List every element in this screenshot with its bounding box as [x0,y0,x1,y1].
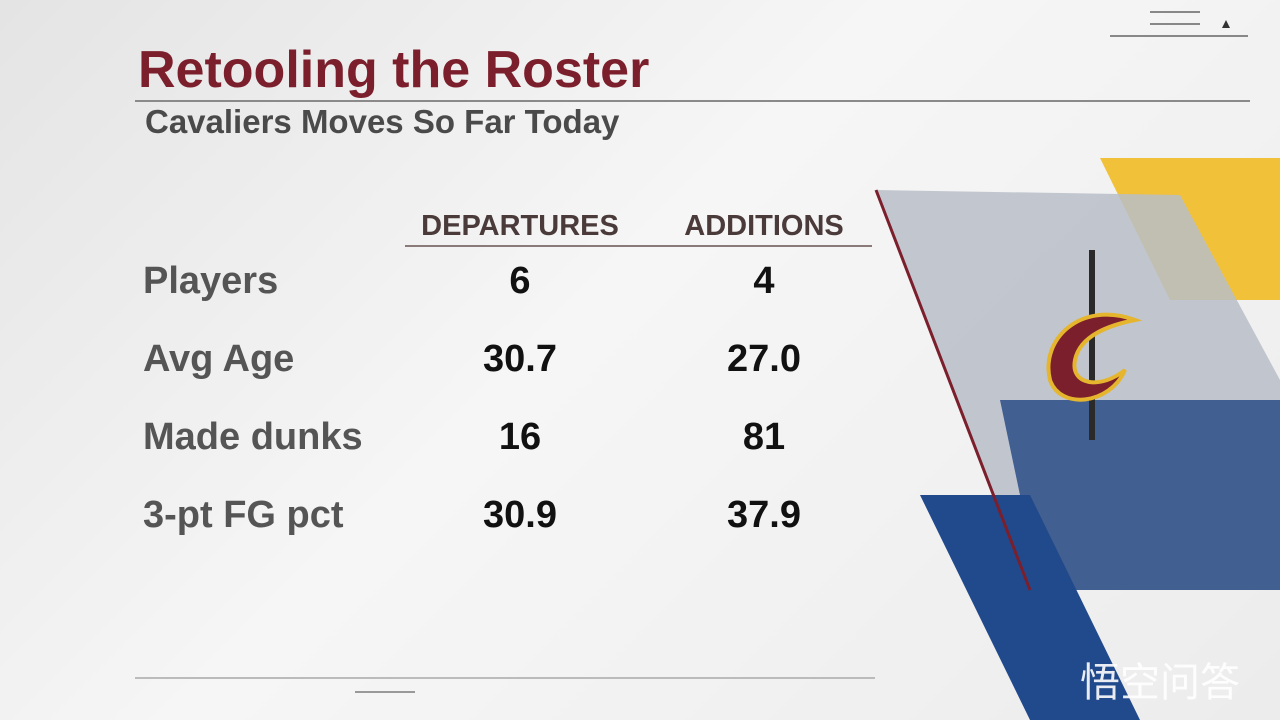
cell-value: 30.7 [483,338,557,380]
cell-value: 37.9 [727,494,801,536]
row-label: 3-pt FG pct [143,494,344,536]
cell-value: 27.0 [727,338,801,380]
column-header: ADDITIONS [684,210,844,242]
cell-value: 81 [742,416,786,458]
cell-value: 6 [509,260,531,302]
watermark: 悟空问答 [1080,660,1240,706]
row-label: Made dunks [143,416,363,458]
cell-value: 4 [753,260,775,302]
column-header: DEPARTURES [421,210,619,242]
cell-value: 16 [498,416,542,458]
cell-value: 30.9 [483,494,557,536]
title: Retooling the Roster [138,41,650,99]
row-label: Players [143,260,279,302]
row-label: Avg Age [143,338,295,380]
subtitle: Cavaliers Moves So Far Today [145,103,620,140]
